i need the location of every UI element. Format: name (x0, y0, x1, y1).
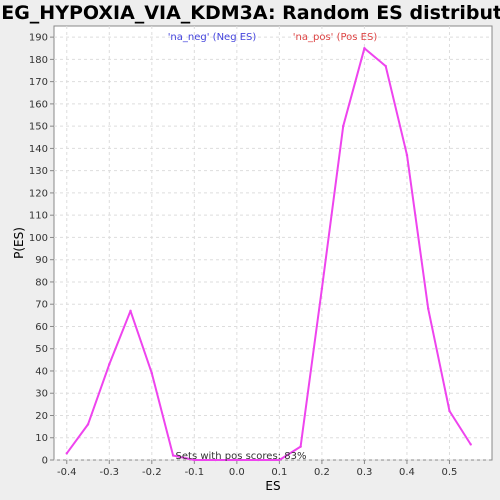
y-tick-label: 150 (29, 122, 48, 133)
y-tick-label: 110 (29, 211, 48, 222)
data-point (448, 409, 451, 413)
x-axis: -0.4 -0.3 -0.2 -0.1 0.0 0.1 0.2 0.3 0.4 0.5 (57, 460, 457, 478)
x-tick-label: -0.3 (100, 467, 120, 478)
data-point (363, 47, 366, 50)
y-tick-label: 90 (35, 255, 48, 266)
data-point (299, 445, 302, 448)
y-tick-label: 170 (29, 77, 48, 88)
data-point (108, 363, 111, 366)
y-tick-label: 40 (35, 366, 48, 377)
x-tick-label: 0.2 (314, 467, 330, 478)
series-layer (65, 47, 472, 462)
y-tick-label: 80 (35, 277, 48, 288)
data-point (65, 452, 68, 455)
x-tick-label: -0.1 (185, 467, 205, 478)
x-tick-label: 0.5 (442, 467, 458, 478)
data-point (214, 458, 217, 462)
data-point (193, 458, 196, 462)
y-tick-label: 190 (29, 33, 48, 44)
y-tick-label: 100 (29, 233, 48, 244)
y-axis-label: P(ES) (12, 227, 26, 259)
x-tick-label: 0.1 (271, 467, 287, 478)
data-point (129, 309, 132, 313)
y-tick-label: 140 (29, 144, 48, 155)
y-tick-label: 70 (35, 300, 48, 311)
x-axis-label: ES (265, 479, 280, 493)
data-point (150, 372, 154, 375)
x-tick-label: -0.4 (57, 467, 77, 478)
y-tick-label: 180 (29, 55, 48, 66)
y-tick-label: 0 (42, 456, 48, 467)
y-tick-label: 60 (35, 322, 48, 333)
y-tick-label: 160 (29, 99, 48, 110)
series-line (65, 47, 472, 461)
x-tick-label: 0.4 (399, 467, 415, 478)
plot-area (53, 25, 493, 461)
pos-score-annotation: Sets with pos scores: 83% (176, 451, 307, 462)
y-tick-label: 120 (29, 188, 48, 199)
x-tick-label: 0.0 (229, 467, 245, 478)
y-tick-label: 30 (35, 389, 48, 400)
data-point (171, 454, 175, 457)
data-point (278, 458, 281, 462)
x-tick-label: -0.2 (142, 467, 162, 478)
chart-title: KRIEG_HYPOXIA_VIA_KDM3A: Random ES distr… (0, 2, 500, 24)
data-point (384, 64, 387, 68)
y-tick-label: 20 (35, 411, 48, 422)
legend-entry-pos: 'na_pos' (Pos ES) (293, 32, 378, 43)
y-tick-label: 130 (29, 166, 48, 177)
grid (54, 26, 492, 461)
data-point (86, 423, 90, 426)
y-tick-label: 10 (35, 433, 48, 444)
data-point (256, 458, 260, 462)
data-point (235, 458, 239, 462)
legend-entry-neg: 'na_neg' (Neg ES) (168, 32, 257, 43)
data-point (320, 287, 324, 290)
data-point (341, 124, 345, 128)
x-tick-label: 0.3 (356, 467, 372, 478)
y-axis: 0 10 20 30 40 50 60 70 80 90 100 110 120 130 140 150 160… (29, 33, 54, 467)
data-point (405, 153, 409, 157)
data-point (469, 443, 472, 446)
y-tick-label: 50 (35, 344, 48, 355)
data-point (427, 307, 430, 310)
